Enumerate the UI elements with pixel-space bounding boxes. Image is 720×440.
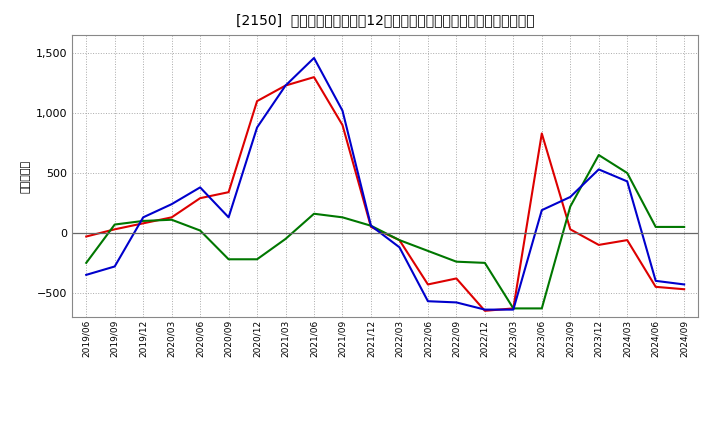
営業CF	[480, 308, 489, 313]
営業CF	[680, 286, 688, 292]
営業CF	[253, 99, 261, 104]
Y-axis label: （百万円）: （百万円）	[20, 159, 30, 193]
営業CF	[366, 224, 375, 230]
営業CF	[423, 282, 432, 287]
投資CF	[366, 223, 375, 228]
営業CF	[282, 83, 290, 88]
投資CF	[537, 306, 546, 311]
Line: 投資CF: 投資CF	[86, 155, 684, 308]
フリーCF	[196, 185, 204, 190]
営業CF	[82, 234, 91, 239]
営業CF	[509, 306, 518, 311]
投資CF	[623, 170, 631, 176]
営業CF	[537, 131, 546, 136]
投資CF	[652, 224, 660, 230]
Line: フリーCF: フリーCF	[86, 58, 684, 310]
投資CF	[480, 260, 489, 265]
Title: [2150]  キャッシュフローの12か月移動合計の対前年同期増減額の推移: [2150] キャッシュフローの12か月移動合計の対前年同期増減額の推移	[236, 13, 534, 27]
営業CF	[139, 221, 148, 226]
投資CF	[167, 217, 176, 222]
フリーCF	[253, 125, 261, 130]
フリーCF	[480, 307, 489, 312]
投資CF	[253, 257, 261, 262]
フリーCF	[110, 264, 119, 269]
フリーCF	[338, 108, 347, 114]
フリーCF	[680, 282, 688, 287]
投資CF	[282, 236, 290, 242]
フリーCF	[537, 208, 546, 213]
フリーCF	[310, 55, 318, 61]
投資CF	[452, 259, 461, 264]
投資CF	[509, 306, 518, 311]
フリーCF	[395, 245, 404, 250]
フリーCF	[282, 83, 290, 88]
営業CF	[196, 195, 204, 201]
営業CF	[225, 190, 233, 195]
フリーCF	[623, 179, 631, 184]
営業CF	[452, 276, 461, 281]
投資CF	[310, 211, 318, 216]
営業CF	[595, 242, 603, 248]
営業CF	[110, 227, 119, 232]
営業CF	[310, 74, 318, 80]
フリーCF	[509, 307, 518, 312]
フリーCF	[595, 167, 603, 172]
投資CF	[110, 222, 119, 227]
営業CF	[652, 284, 660, 290]
投資CF	[139, 218, 148, 224]
投資CF	[680, 224, 688, 230]
フリーCF	[366, 223, 375, 228]
投資CF	[423, 248, 432, 253]
投資CF	[566, 204, 575, 209]
投資CF	[595, 152, 603, 158]
投資CF	[225, 257, 233, 262]
Legend: 営業CF, 投資CF, フリーCF: 営業CF, 投資CF, フリーCF	[247, 434, 523, 440]
フリーCF	[82, 272, 91, 278]
営業CF	[338, 122, 347, 128]
フリーCF	[566, 194, 575, 200]
フリーCF	[225, 215, 233, 220]
営業CF	[566, 227, 575, 232]
フリーCF	[139, 215, 148, 220]
営業CF	[395, 238, 404, 243]
投資CF	[338, 215, 347, 220]
Line: 営業CF: 営業CF	[86, 77, 684, 311]
投資CF	[395, 238, 404, 243]
フリーCF	[167, 202, 176, 207]
投資CF	[82, 260, 91, 265]
営業CF	[167, 215, 176, 220]
営業CF	[623, 238, 631, 243]
フリーCF	[452, 300, 461, 305]
フリーCF	[423, 299, 432, 304]
フリーCF	[652, 278, 660, 283]
投資CF	[196, 228, 204, 233]
